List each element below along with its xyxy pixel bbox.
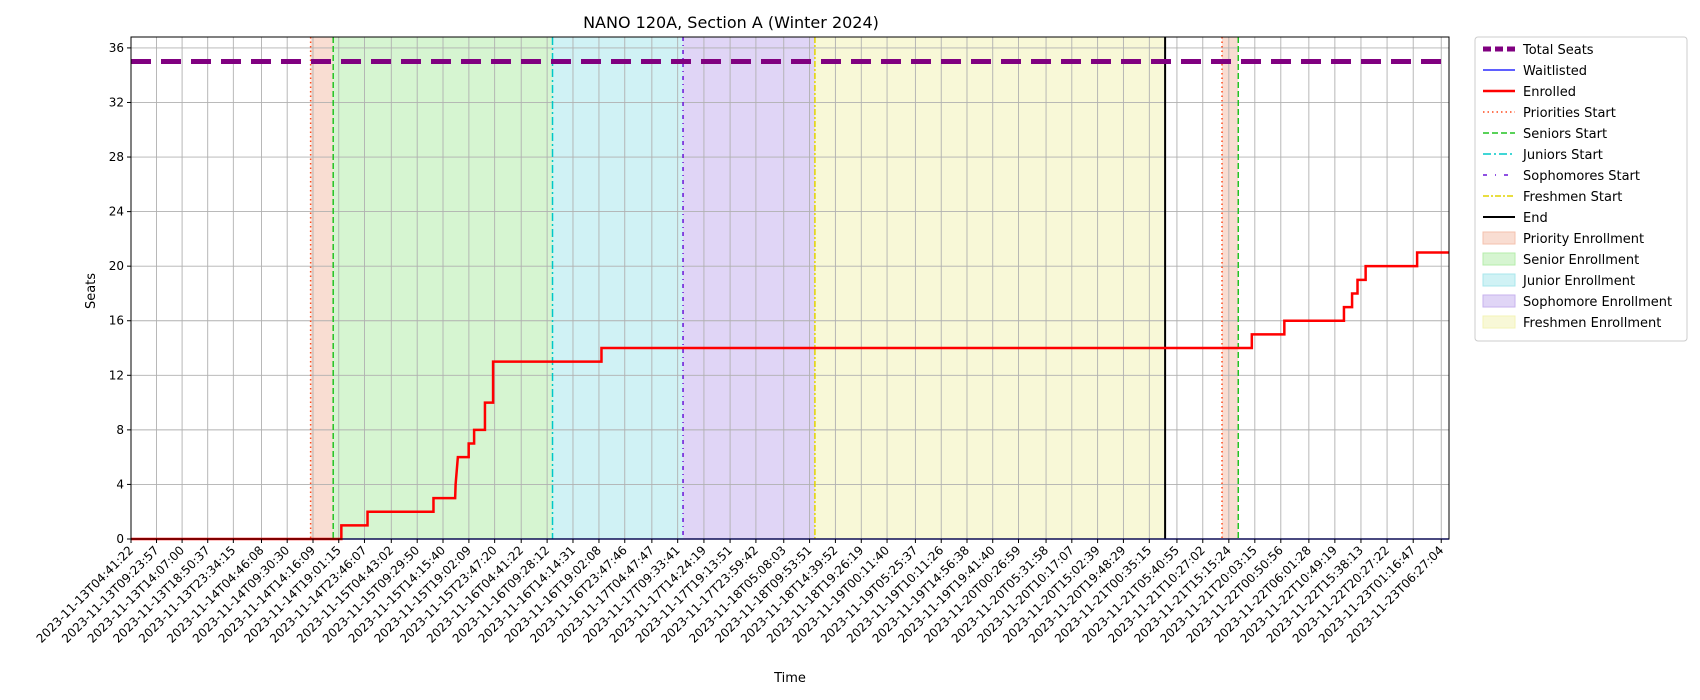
region-freshmen-enrollment <box>814 37 1166 539</box>
plot-area: 048121620242832362023-11-13T04:41:222023… <box>34 36 1450 646</box>
y-tick-label: 28 <box>109 150 124 164</box>
region-priority-enrollment <box>1222 37 1239 539</box>
series-enrolled <box>131 251 1449 541</box>
plot-frame <box>130 36 1450 540</box>
y-tick-label: 36 <box>109 41 124 55</box>
legend-entry: Total Seats <box>1522 43 1594 58</box>
legend-entry: Freshmen Enrollment <box>1523 316 1661 331</box>
y-tick-label: 32 <box>109 95 124 109</box>
y-tick-label: 0 <box>116 532 124 546</box>
legend-swatch <box>1482 315 1516 329</box>
legend-entry: Sophomore Enrollment <box>1523 295 1672 310</box>
y-axis-label: Seats <box>84 273 99 309</box>
legend-entry: Enrolled <box>1523 85 1576 100</box>
legend-box <box>1474 36 1688 342</box>
legend-swatch <box>1482 231 1516 245</box>
legend-swatch <box>1482 252 1516 266</box>
legend-entry: Priorities Start <box>1523 106 1616 121</box>
y-tick-label: 8 <box>116 423 124 437</box>
x-axis-label: Time <box>773 671 806 686</box>
legend-entry: Sophomores Start <box>1523 169 1640 184</box>
legend-swatch <box>1482 294 1516 308</box>
y-tick-label: 20 <box>109 259 124 273</box>
legend-entry: End <box>1523 211 1548 226</box>
y-tick-label: 16 <box>109 314 124 328</box>
chart-title: NANO 120A, Section A (Winter 2024) <box>583 13 879 32</box>
region-sophomore-enrollment <box>683 37 815 539</box>
legend-entry: Juniors Start <box>1522 148 1603 163</box>
y-tick-label: 4 <box>116 477 124 491</box>
legend-entry: Junior Enrollment <box>1522 274 1635 289</box>
y-tick-label: 24 <box>109 205 124 219</box>
legend-entry: Freshmen Start <box>1523 190 1622 205</box>
legend-swatch <box>1482 273 1516 287</box>
legend: Total Seats Waitlisted Enrolled Priorities … <box>1474 36 1688 342</box>
region-priority-enrollment <box>310 37 334 539</box>
legend-entry: Seniors Start <box>1523 127 1607 142</box>
region-junior-enrollment <box>552 37 684 539</box>
y-tick-label: 12 <box>109 368 124 382</box>
legend-entry: Waitlisted <box>1523 64 1587 79</box>
legend-entry: Priority Enrollment <box>1523 232 1644 247</box>
legend-entry: Senior Enrollment <box>1523 253 1639 268</box>
